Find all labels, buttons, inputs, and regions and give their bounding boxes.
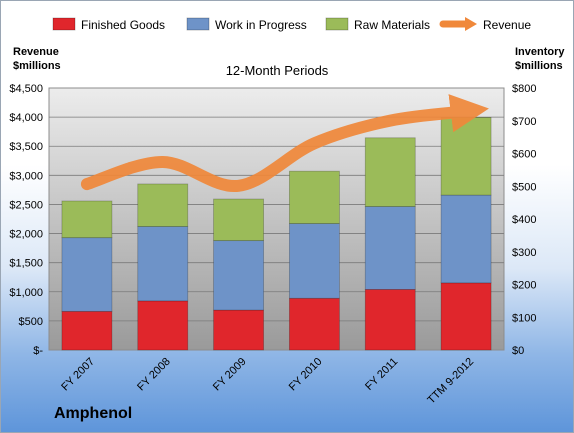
left-tick-label: $4,000 xyxy=(9,112,43,124)
right-tick-label: $700 xyxy=(512,116,536,128)
revenue-line xyxy=(80,94,489,192)
left-tick-label: $3,000 xyxy=(9,170,43,182)
right-tick-label: $400 xyxy=(512,214,536,226)
bar-raw-materials xyxy=(364,137,416,207)
bar-raw-materials xyxy=(61,200,113,239)
left-tick-label: $1,000 xyxy=(9,287,43,299)
left-tick-label: $2,000 xyxy=(9,229,43,241)
category-label: FY 2010 xyxy=(287,356,325,394)
bar-raw-materials xyxy=(213,198,264,242)
bar-finished-goods xyxy=(364,289,416,351)
left-tick-label: $- xyxy=(33,345,43,357)
left-axis-label-line1: Revenue xyxy=(13,46,59,58)
legend-swatch-finished-goods xyxy=(52,17,76,31)
category-label: FY 2009 xyxy=(211,356,249,394)
right-tick-label: $500 xyxy=(512,181,536,193)
left-tick-label: $4,500 xyxy=(9,83,43,95)
right-tick-label: $300 xyxy=(512,247,536,259)
right-tick-label: $600 xyxy=(512,149,536,161)
category-label: FY 2011 xyxy=(363,356,400,393)
left-tick-label: $1,500 xyxy=(9,258,43,270)
right-axis-label-line2: $millions xyxy=(515,60,563,72)
legend-arrow-icon xyxy=(465,17,477,31)
bar-finished-goods xyxy=(440,282,492,351)
category-label: FY 2007 xyxy=(59,356,97,394)
right-tick-label: $200 xyxy=(512,280,536,292)
bar-work-in-progress xyxy=(61,237,113,312)
plot-area xyxy=(48,87,505,351)
category-label: TTM 9-2012 xyxy=(425,356,476,407)
legend-label: Revenue xyxy=(483,18,531,32)
bar-work-in-progress xyxy=(213,240,264,311)
legend-label: Work in Progress xyxy=(215,18,307,32)
bar-work-in-progress xyxy=(364,206,416,290)
right-tick-label: $0 xyxy=(512,345,524,357)
chart-title: 12-Month Periods xyxy=(226,63,329,78)
bar-finished-goods xyxy=(61,310,113,351)
bar-finished-goods xyxy=(213,309,264,351)
right-tick-label: $100 xyxy=(512,312,536,324)
left-tick-label: $500 xyxy=(19,316,43,328)
bar-raw-materials xyxy=(440,117,492,196)
legend-label: Finished Goods xyxy=(81,18,165,32)
left-tick-label: $3,500 xyxy=(9,141,43,153)
legend-swatch-raw-materials xyxy=(325,17,349,31)
category-label: FY 2008 xyxy=(135,356,173,394)
left-axis-label-line2: $millions xyxy=(13,60,61,72)
legend-label: Raw Materials xyxy=(354,18,430,32)
company-name: Amphenol xyxy=(54,405,133,422)
bar-raw-materials xyxy=(137,183,189,227)
bar-finished-goods xyxy=(137,300,189,351)
right-tick-label: $800 xyxy=(512,83,536,95)
bar-work-in-progress xyxy=(137,226,189,302)
bar-finished-goods xyxy=(289,297,340,351)
bar-work-in-progress xyxy=(440,194,492,284)
left-tick-label: $2,500 xyxy=(9,199,43,211)
bar-work-in-progress xyxy=(289,223,340,299)
right-axis-label-line1: Inventory xyxy=(515,46,565,58)
legend-swatch-work-in-progress xyxy=(186,17,210,31)
bar-raw-materials xyxy=(289,170,340,224)
